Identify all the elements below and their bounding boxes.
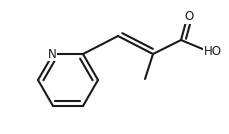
Text: O: O bbox=[184, 10, 193, 23]
Text: N: N bbox=[47, 48, 56, 61]
Text: HO: HO bbox=[203, 44, 221, 57]
